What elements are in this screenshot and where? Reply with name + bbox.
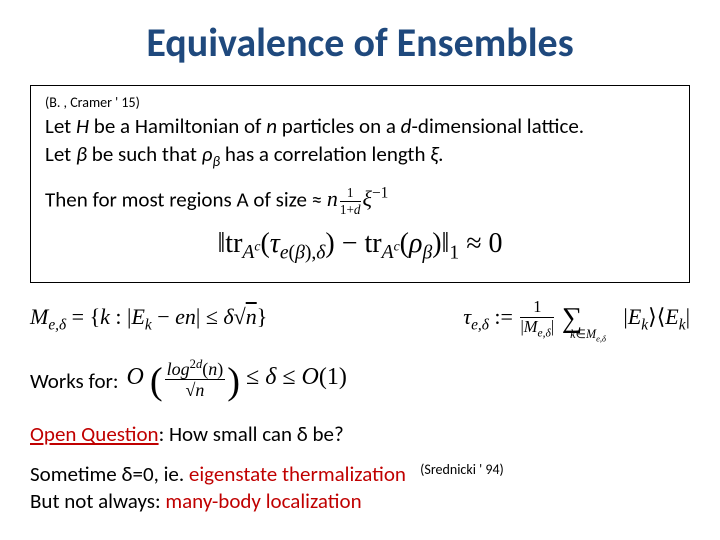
works-for-row: Works for: O (log2d(n)√n) ≤ δ ≤ O(1)	[30, 358, 690, 404]
size-formula: n11+dξ−1	[327, 186, 388, 211]
theorem-statement-line2: Let β be such that ρβ has a correlation …	[45, 141, 675, 171]
theorem-citation: (B. , Cramer ' 15)	[45, 94, 675, 111]
open-question-label: Open Question	[30, 421, 159, 447]
theorem-then-line: Then for most regions A of size ≈ n11+dξ…	[45, 185, 675, 216]
eigenstate-thermalization-text: eigenstate thermalization	[189, 461, 406, 487]
definitions-row: Me,δ = {k : |Ek − en| ≤ δ√n} τe,δ := 1|M…	[30, 299, 690, 339]
srednicki-citation: (Srednicki ' 94)	[420, 461, 504, 478]
theorem-statement-line1: Let H be a Hamiltonian of n particles on…	[45, 113, 675, 139]
m-set-definition: Me,δ = {k : |Ek − en| ≤ δ√n}	[30, 304, 267, 334]
theorem-box: (B. , Cramer ' 15) Let H be a Hamiltonia…	[30, 85, 690, 283]
works-for-formula: O (log2d(n)√n) ≤ δ ≤ O(1)	[127, 358, 347, 404]
tau-definition: τe,δ := 1|Me,δ| ∑k∈Me,δ |Ek⟩⟨Ek|	[463, 299, 690, 339]
main-formula: ‖trAc(τe(β),δ) − trAc(ρβ)‖1 ≈ 0	[45, 228, 675, 265]
many-body-localization-text: many-body localization	[165, 488, 361, 514]
page-title: Equivalence of Ensembles	[30, 18, 690, 67]
open-question-line: Open Question: How small can δ be?	[30, 421, 690, 447]
closing-remarks: Sometime δ=0, ie. eigenstate thermalizat…	[30, 461, 690, 514]
works-for-label: Works for:	[30, 368, 119, 394]
